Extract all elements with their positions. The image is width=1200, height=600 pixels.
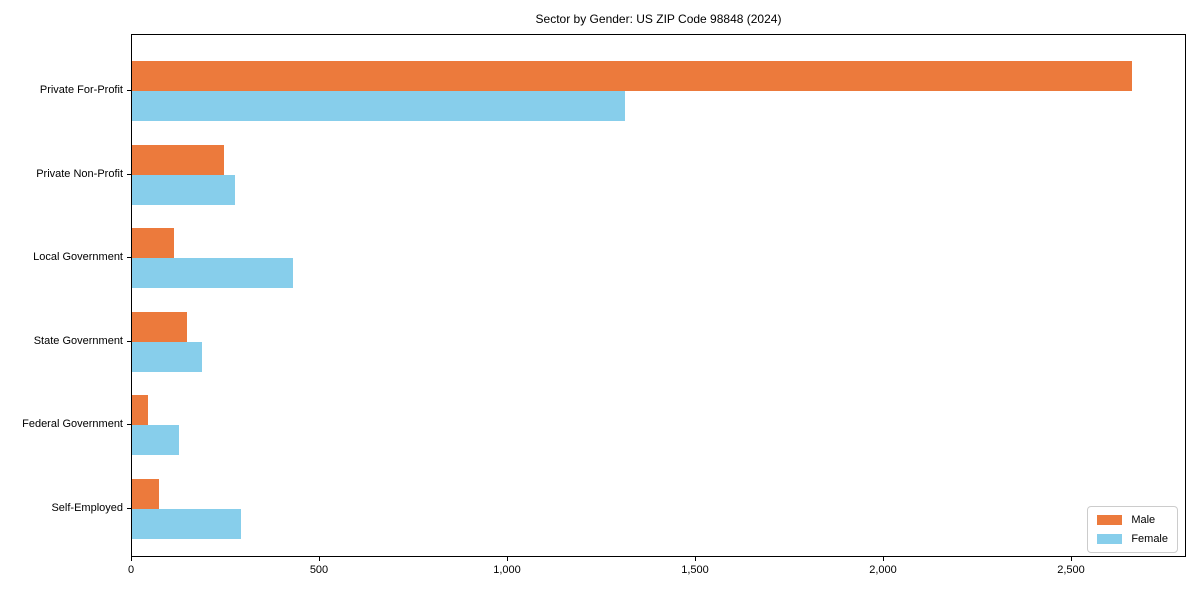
y-tick-label-private-non-profit: Private Non-Profit [36, 167, 123, 180]
y-tick-label-private-for-profit: Private For-Profit [39, 84, 123, 96]
x-tick-mark [319, 557, 320, 561]
bar-female-self-employed [132, 509, 241, 539]
legend-entry-female: Female [1097, 533, 1168, 545]
legend-label-male: Male [1131, 514, 1156, 526]
bar-female-local-government [132, 258, 293, 289]
y-tick-mark [127, 257, 131, 259]
y-tick-label-state-government: State Government [33, 334, 123, 347]
bar-male-federal-government [132, 395, 148, 426]
bar-male-private-for-profit [132, 61, 1132, 91]
legend: Male Female [1087, 506, 1178, 553]
y-tick-mark [127, 424, 131, 426]
x-tick-mark [131, 557, 132, 561]
x-tick-label-0: 0 [127, 564, 135, 576]
y-tick-mark [127, 340, 131, 342]
bar-female-federal-government [132, 425, 179, 456]
y-tick-mark [127, 90, 131, 91]
x-tick-label-2500: 2,500 [1057, 564, 1085, 576]
x-tick-label-1000: 1,000 [493, 564, 521, 576]
chart-title: Sector by Gender: US ZIP Code 98848 (202… [535, 12, 782, 26]
x-tick-mark [507, 557, 508, 561]
y-tick-mark [127, 173, 131, 175]
legend-label-female: Female [1131, 533, 1168, 545]
x-tick-mark [695, 557, 696, 561]
bar-male-private-non-profit [132, 144, 224, 175]
bar-female-state-government [132, 341, 202, 372]
x-tick-label-500: 500 [309, 564, 329, 576]
y-tick-label-self-employed: Self-Employed [51, 502, 123, 514]
legend-entry-male: Male [1097, 514, 1168, 526]
y-tick-label-local-government: Local Government [33, 251, 123, 264]
plot-area [131, 34, 1186, 557]
x-tick-label-1500: 1,500 [681, 564, 709, 576]
bar-male-local-government [132, 228, 174, 259]
y-tick-mark [127, 508, 131, 509]
legend-swatch-female [1097, 534, 1123, 544]
x-tick-mark [1071, 557, 1072, 561]
y-tick-label-federal-government: Federal Government [22, 418, 123, 431]
bar-female-private-for-profit [132, 91, 625, 121]
bar-male-self-employed [132, 479, 159, 509]
x-tick-label-2000: 2,000 [869, 564, 897, 576]
x-tick-mark [883, 557, 884, 561]
bar-male-state-government [132, 311, 187, 342]
bar-female-private-non-profit [132, 174, 235, 205]
legend-swatch-male [1097, 515, 1123, 525]
